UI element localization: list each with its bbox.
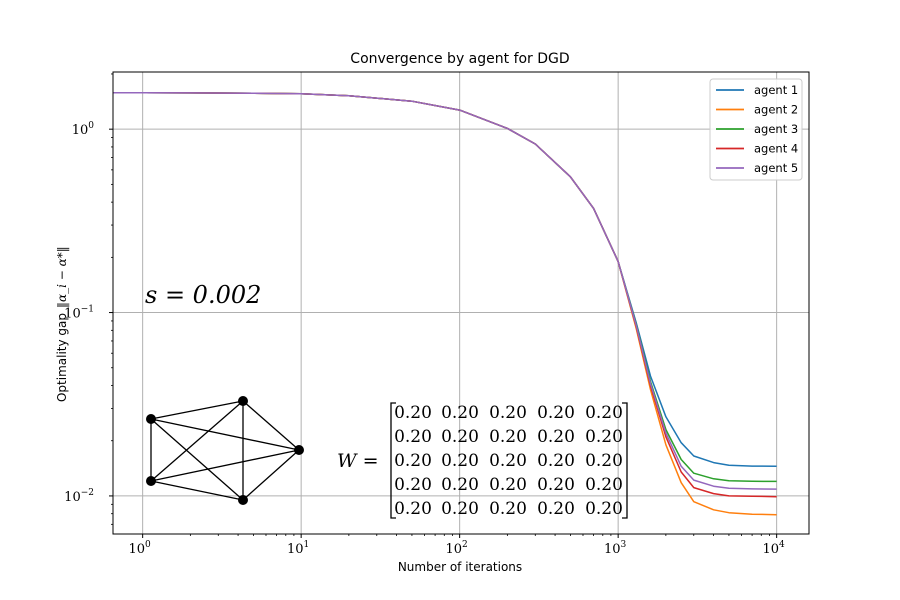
matrix-cell: 0.20	[585, 475, 623, 495]
y-axis-label: Optimality gap ‖α_i − α*‖	[55, 246, 69, 402]
graph-edge	[150, 418, 300, 451]
legend-label: agent 4	[754, 142, 798, 156]
matrix-cell: 0.20	[537, 403, 575, 423]
graph-edge	[242, 449, 300, 501]
graph-node	[294, 445, 304, 455]
step-size-annotation: s = 0.002	[145, 281, 261, 309]
matrix-cell: 0.20	[537, 475, 575, 495]
matrix-cell: 0.20	[441, 499, 479, 519]
matrix-cell: 0.20	[441, 475, 479, 495]
matrix-right-bracket	[622, 402, 628, 519]
matrix-cell: 0.20	[537, 451, 575, 471]
matrix-cell: 0.20	[489, 427, 527, 447]
graph-node	[146, 476, 156, 486]
matrix-cell: 0.20	[585, 451, 623, 471]
graph-node	[238, 495, 248, 505]
matrix-cell: 0.20	[394, 403, 432, 423]
graph-edge	[150, 449, 300, 482]
y-axis-label-math: ‖α_i − α*‖	[55, 246, 69, 308]
matrix-cell: 0.20	[441, 451, 479, 471]
matrix-cell: 0.20	[489, 475, 527, 495]
graph-node	[238, 396, 248, 406]
matrix-cell: 0.20	[585, 403, 623, 423]
x-axis-label: Number of iterations	[398, 560, 522, 574]
matrix-cell: 0.20	[489, 403, 527, 423]
annotations: s = 0.002 W = 0.20 0.20 0.20 0.20 0.20 0.20 0.20…	[145, 281, 628, 519]
matrix-cell: 0.20	[585, 499, 623, 519]
legend-box	[709, 78, 803, 181]
matrix-cell: 0.20	[489, 451, 527, 471]
y-axis-label-text: Optimality gap	[55, 313, 69, 402]
matrix-left-bracket	[390, 402, 396, 519]
graph-node	[146, 414, 156, 424]
matrix-cell: 0.20	[537, 427, 575, 447]
legend-label: agent 2	[754, 103, 798, 117]
legend: agent 1 agent 2 agent 3 agent 4 agent 5	[709, 78, 803, 181]
matrix-cell: 0.20	[585, 427, 623, 447]
matrix-cell: 0.20	[394, 451, 432, 471]
matrix-cell: 0.20	[394, 427, 432, 447]
matrix-cell: 0.20	[394, 499, 432, 519]
matrix-label: W =	[337, 450, 379, 472]
chart-title: Convergence by agent for DGD	[350, 51, 569, 67]
legend-label: agent 3	[754, 122, 798, 136]
graph-edge	[150, 400, 244, 420]
legend-label: agent 1	[754, 83, 798, 97]
graph-edge	[150, 400, 244, 482]
graph-edge	[150, 418, 244, 501]
plot-frame	[112, 71, 810, 535]
matrix-cell: 0.20	[394, 475, 432, 495]
graph-edge	[150, 480, 244, 501]
series-lines	[113, 91, 777, 516]
legend-label: agent 5	[754, 161, 798, 175]
series-line-agent-5	[113, 91, 777, 490]
matrix-cell: 0.20	[537, 499, 575, 519]
matrix-cell: 0.20	[441, 403, 479, 423]
matrix-cell: 0.20	[441, 427, 479, 447]
graph-edge	[242, 400, 300, 451]
grid-lines	[113, 72, 809, 534]
matrix-cell: 0.20	[489, 499, 527, 519]
